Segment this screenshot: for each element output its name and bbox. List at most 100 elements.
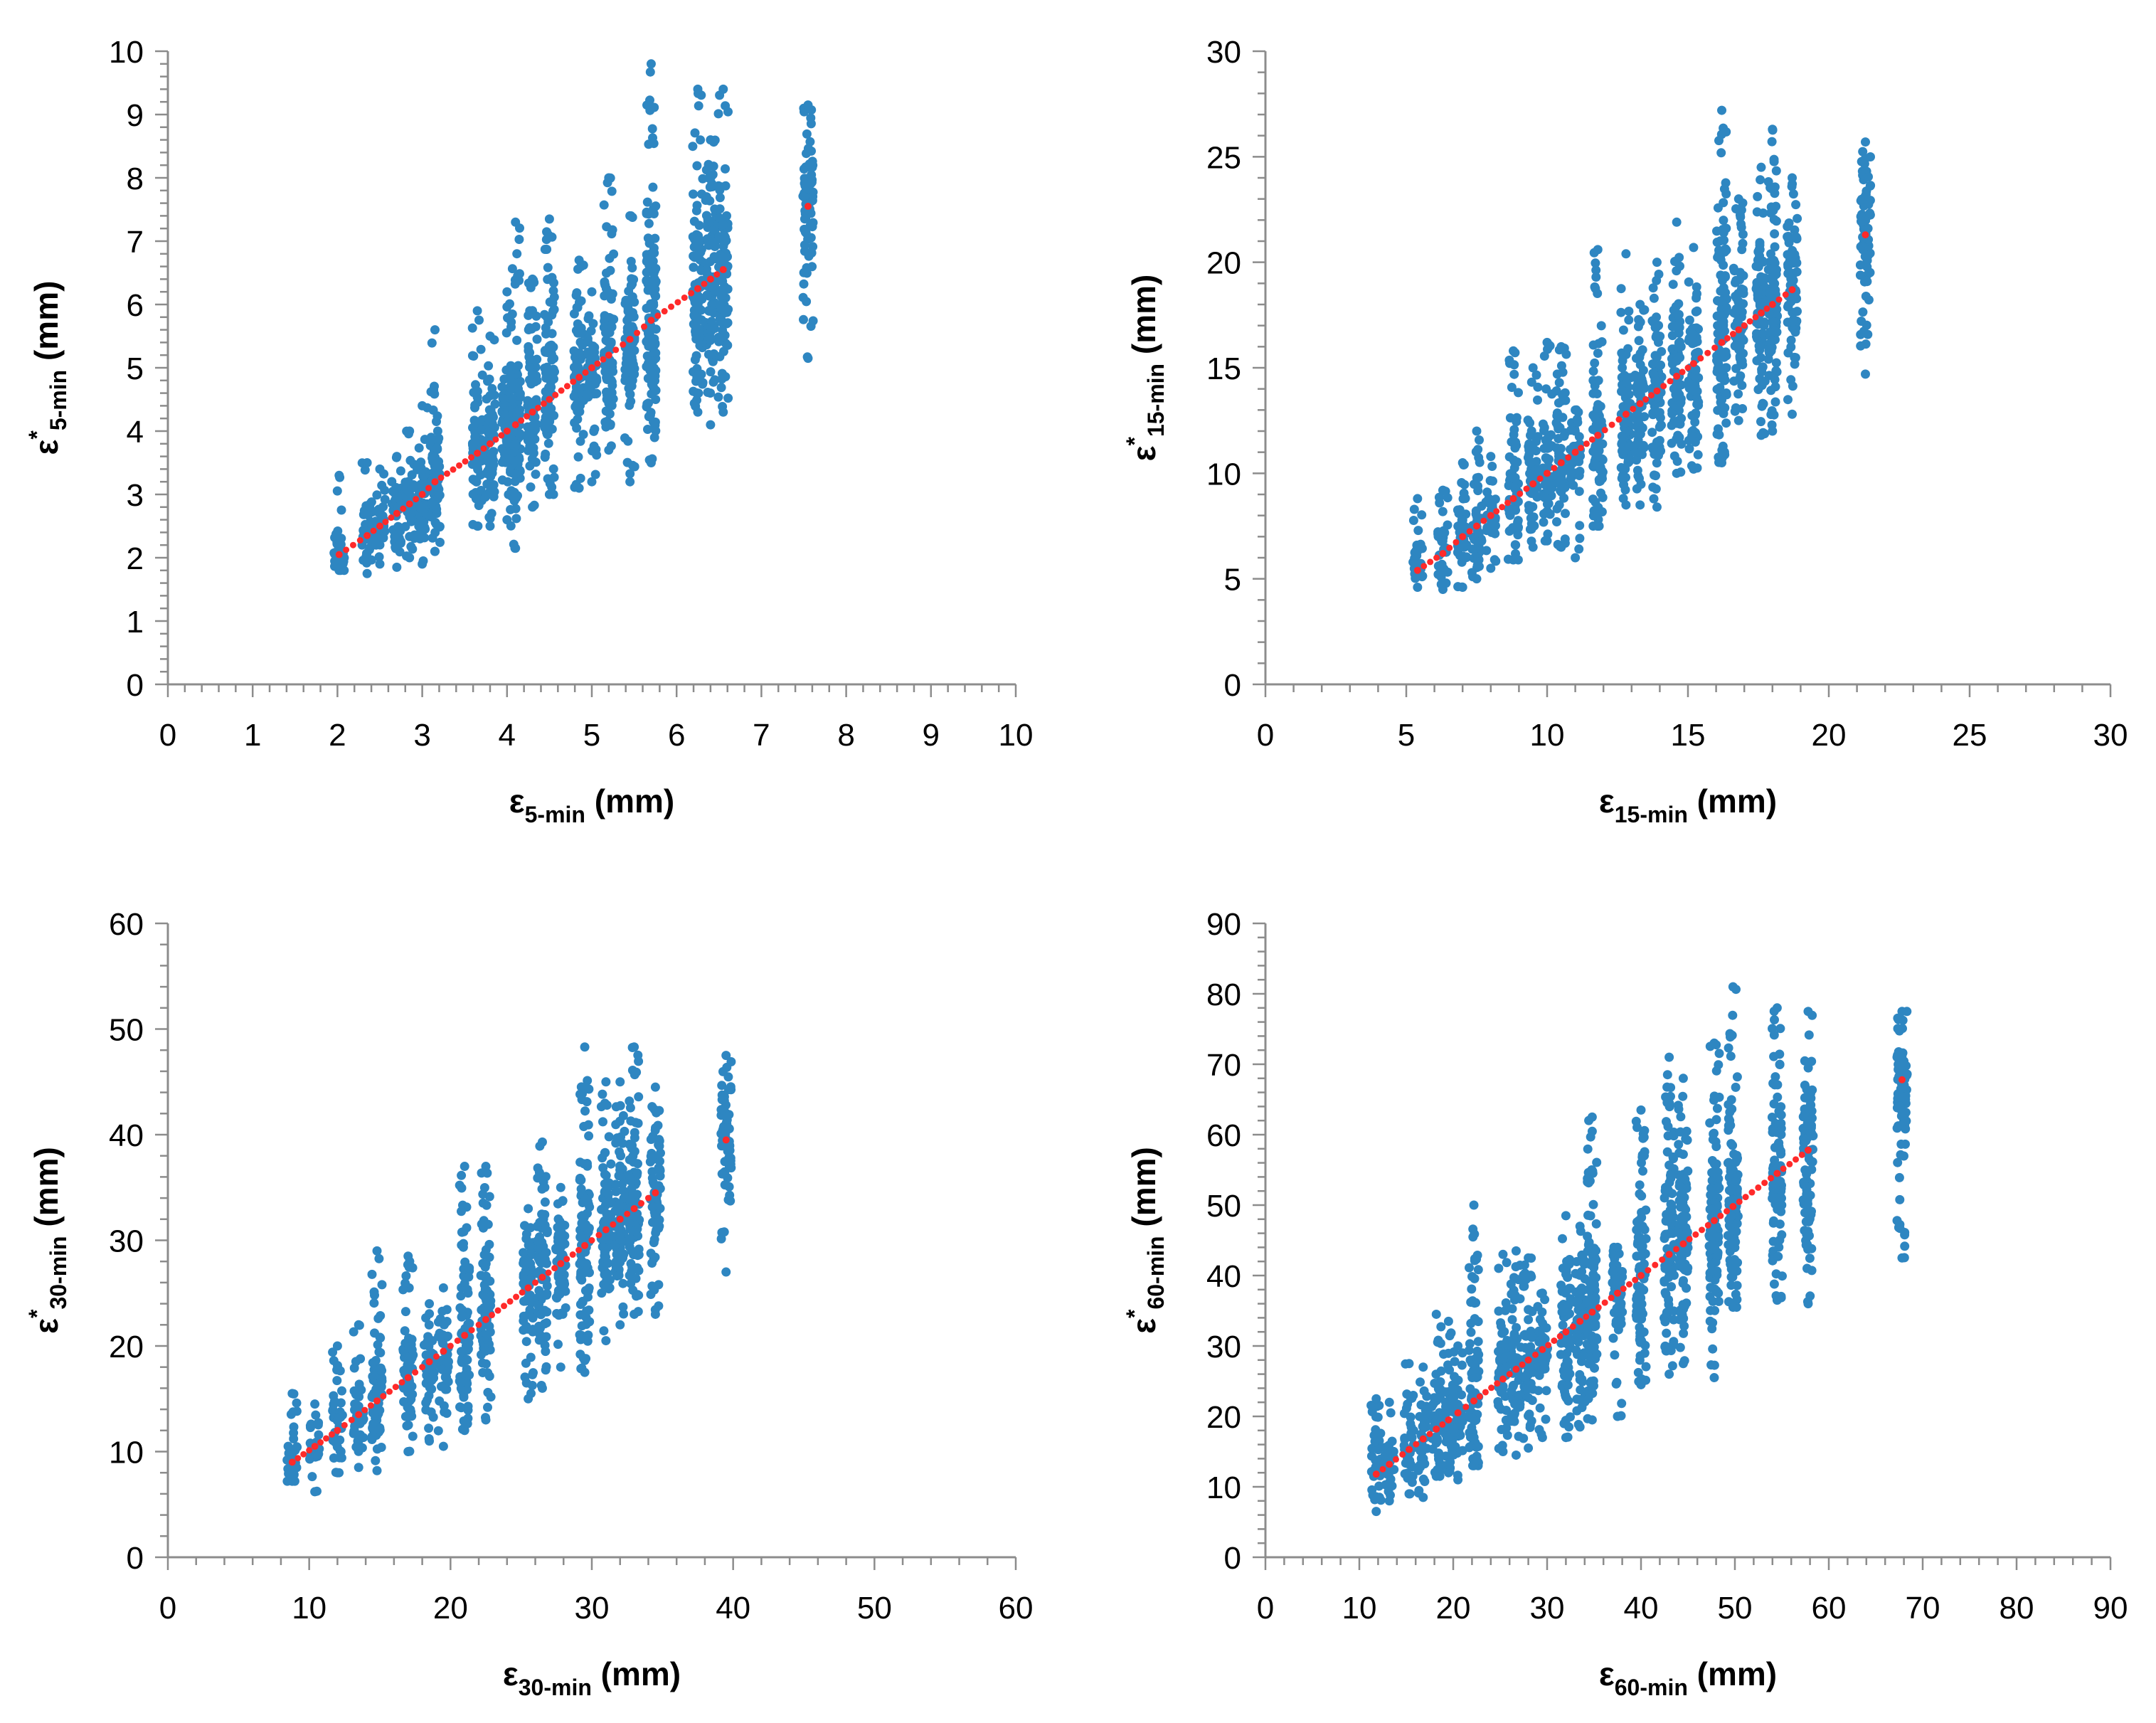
observed-point bbox=[521, 1358, 531, 1368]
fitted-point bbox=[1684, 364, 1692, 371]
observed-point bbox=[371, 540, 381, 550]
observed-point bbox=[705, 196, 715, 206]
observed-point bbox=[405, 1405, 415, 1414]
chart-60min: 0 10 20 30 40 50 60 70 80 900102030405060708090ε6… bbox=[1122, 907, 2128, 1700]
x-axis-title: ε5-min (mm) bbox=[509, 783, 674, 827]
observed-point bbox=[1510, 540, 1520, 550]
observed-point bbox=[589, 441, 599, 451]
fitted-point bbox=[444, 470, 451, 477]
observed-point bbox=[462, 1285, 472, 1294]
x-tick-label: 7 bbox=[753, 718, 770, 753]
observed-point bbox=[1635, 474, 1644, 483]
observed-point bbox=[1533, 395, 1542, 405]
observed-point bbox=[1552, 443, 1562, 453]
fitted-point bbox=[288, 1458, 296, 1466]
observed-point bbox=[1674, 299, 1684, 309]
observed-point bbox=[799, 279, 809, 289]
observed-point bbox=[1487, 462, 1497, 471]
observed-point bbox=[405, 531, 415, 541]
observed-point bbox=[460, 1257, 470, 1267]
observed-point bbox=[1460, 479, 1470, 489]
observed-point bbox=[1735, 351, 1745, 361]
observed-point bbox=[1767, 137, 1777, 147]
observed-point bbox=[715, 193, 725, 203]
observed-point-max bbox=[537, 1137, 547, 1147]
observed-point bbox=[541, 1318, 551, 1327]
observed-point bbox=[1651, 471, 1660, 481]
observed-point bbox=[1788, 189, 1798, 199]
observed-point bbox=[484, 1372, 494, 1381]
observed-point bbox=[598, 1089, 607, 1099]
observed-point bbox=[1856, 341, 1866, 351]
observed-point bbox=[524, 1258, 534, 1268]
observed-column bbox=[413, 401, 432, 569]
observed-point bbox=[405, 510, 415, 520]
fitted-point bbox=[1788, 286, 1796, 294]
observed-point bbox=[1554, 500, 1564, 510]
observed-points bbox=[329, 59, 818, 578]
observed-point bbox=[1482, 546, 1492, 556]
observed-point bbox=[408, 1431, 418, 1441]
observed-point bbox=[429, 385, 439, 395]
observed-column bbox=[540, 214, 559, 499]
fitted-point bbox=[498, 432, 505, 439]
observed-point bbox=[616, 1151, 626, 1161]
y-tick-label: 20 bbox=[1206, 1400, 1241, 1435]
observed-point bbox=[435, 1396, 445, 1406]
observed-point bbox=[625, 1219, 634, 1229]
observed-column bbox=[1408, 494, 1428, 593]
fitted-point bbox=[1673, 372, 1681, 380]
observed-point bbox=[540, 405, 550, 415]
fitted-point bbox=[398, 1379, 405, 1386]
observed-point bbox=[701, 267, 711, 277]
observed-point bbox=[1716, 148, 1726, 158]
observed-point bbox=[1539, 517, 1549, 527]
fitted-point bbox=[570, 378, 577, 386]
observed-point-max bbox=[524, 1204, 533, 1214]
observed-point bbox=[1413, 526, 1423, 536]
observed-point bbox=[715, 204, 725, 214]
y-tick-label: 90 bbox=[1206, 907, 1241, 942]
x-tick-label: 60 bbox=[999, 1591, 1034, 1626]
observed-point bbox=[1719, 317, 1728, 327]
fitted-point bbox=[1466, 528, 1473, 535]
fitted-point bbox=[540, 400, 547, 407]
observed-point bbox=[519, 1311, 529, 1321]
observed-point bbox=[1669, 451, 1679, 461]
observed-point bbox=[602, 1209, 612, 1219]
observed-point bbox=[428, 533, 437, 543]
observed-point bbox=[582, 1223, 592, 1233]
y-tick-label: 5 bbox=[127, 351, 144, 386]
observed-point bbox=[376, 1363, 386, 1373]
observed-point bbox=[405, 455, 415, 465]
observed-point-max bbox=[392, 452, 402, 462]
observed-point bbox=[1509, 430, 1519, 440]
observed-point bbox=[1647, 428, 1657, 438]
observed-column bbox=[328, 1341, 347, 1478]
fitted-point bbox=[552, 391, 559, 398]
observed-point bbox=[1561, 396, 1571, 405]
observed-point bbox=[582, 1306, 592, 1316]
observed-column bbox=[1667, 217, 1687, 478]
observed-point bbox=[632, 1067, 642, 1077]
observed-point bbox=[1624, 390, 1634, 400]
observed-point bbox=[1650, 322, 1660, 332]
fitted-point bbox=[626, 335, 634, 343]
observed-column bbox=[596, 1077, 616, 1346]
observed-point bbox=[540, 1197, 550, 1207]
observed-point bbox=[1756, 175, 1765, 185]
observed-point bbox=[512, 335, 522, 345]
observed-point-max bbox=[418, 401, 428, 410]
observed-point bbox=[715, 351, 725, 361]
observed-point bbox=[1753, 191, 1763, 201]
observed-point bbox=[423, 1395, 432, 1405]
observed-point bbox=[532, 376, 542, 386]
observed-point bbox=[400, 1326, 410, 1336]
observed-column bbox=[433, 1283, 453, 1451]
observed-point bbox=[718, 1066, 728, 1076]
observed-point-min bbox=[587, 477, 597, 487]
observed-point bbox=[526, 482, 536, 492]
x-tick-label: 3 bbox=[413, 718, 430, 753]
observed-point bbox=[541, 449, 551, 459]
observed-point bbox=[690, 128, 700, 138]
